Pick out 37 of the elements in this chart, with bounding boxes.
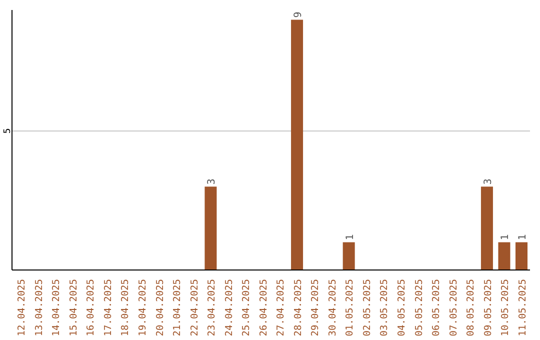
x-tick-label: 12.04.2025	[16, 279, 28, 336]
y-tick-label: 5	[3, 128, 13, 134]
x-tick-label: 15.04.2025	[68, 279, 80, 336]
x-tick-label: 27.04.2025	[276, 279, 287, 336]
data-label: 3	[206, 178, 218, 185]
x-tick-label: 08.05.2025	[466, 279, 477, 336]
x-tick-label: 21.04.2025	[172, 279, 184, 336]
x-tick-label: 30.04.2025	[327, 279, 338, 336]
x-tick-label: 19.04.2025	[138, 279, 148, 336]
x-tick-label: 22.04.2025	[189, 279, 200, 336]
x-tick-label: 02.05.2025	[362, 279, 373, 336]
x-tick-label: 07.05.2025	[448, 279, 460, 336]
x-tick-label: 18.04.2025	[120, 279, 132, 336]
x-tick-label: 05.05.2025	[414, 279, 425, 336]
x-tick-label: 03.05.2025	[379, 279, 390, 336]
x-tick-label: 06.05.2025	[431, 279, 442, 336]
x-tick-label: 04.05.2025	[396, 279, 408, 336]
x-tick-label: 10.05.2025	[500, 279, 512, 336]
x-tick-label: 20.04.2025	[154, 279, 166, 336]
x-tick-label: 16.04.2025	[86, 279, 97, 336]
x-tick-label: 09.05.2025	[482, 279, 494, 336]
x-tick-label: 26.04.2025	[258, 279, 270, 336]
x-tick-label: 24.04.2025	[224, 279, 235, 336]
x-tick-label: 25.04.2025	[241, 279, 252, 336]
data-label: 9	[293, 12, 304, 18]
x-tick-label: 29.04.2025	[310, 279, 322, 336]
x-tick-label: 13.04.2025	[34, 279, 45, 336]
data-label: 3	[482, 178, 494, 185]
x-tick-label: 11.05.2025	[517, 279, 528, 336]
data-label: 1	[517, 234, 528, 240]
data-label: 1	[344, 234, 356, 240]
x-tick-label: 01.05.2025	[344, 279, 356, 336]
x-tick-label: 17.04.2025	[102, 279, 114, 336]
data-label: 1	[500, 234, 512, 240]
x-tick-label: 23.04.2025	[206, 279, 218, 336]
x-tick-label: 28.04.2025	[292, 279, 304, 336]
x-tick-label: 14.04.2025	[51, 279, 62, 336]
